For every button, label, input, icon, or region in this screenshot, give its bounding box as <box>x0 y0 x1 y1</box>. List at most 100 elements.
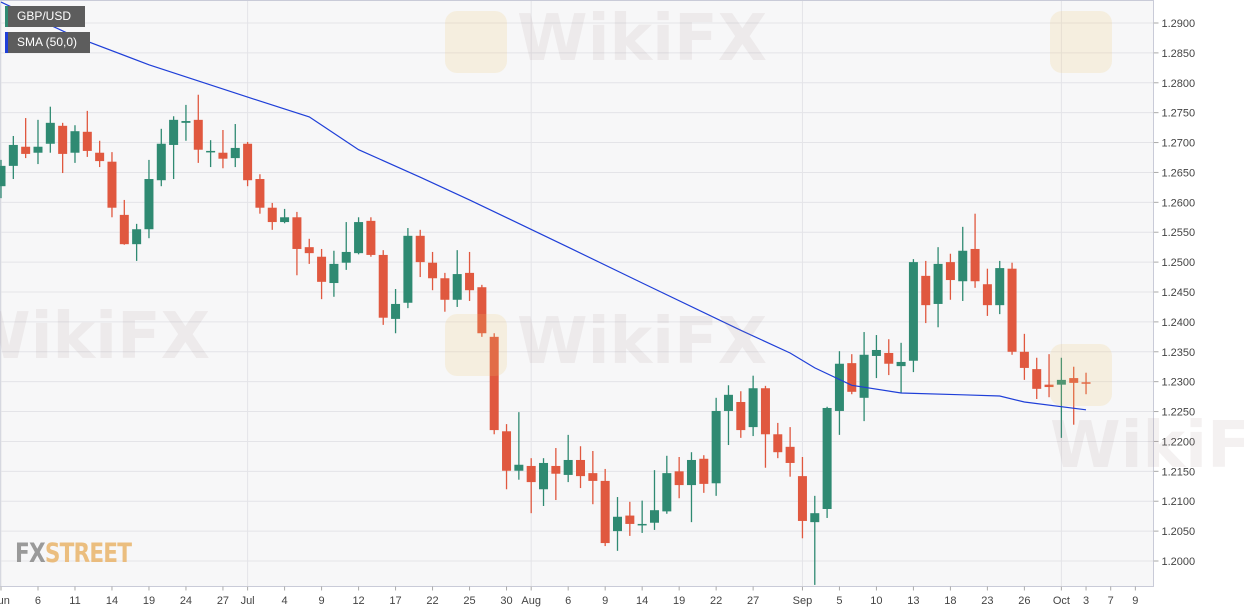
x-tick-label: Jun <box>0 595 10 607</box>
candle <box>699 455 709 493</box>
candle <box>563 434 573 483</box>
candle <box>526 458 536 514</box>
sma-line <box>0 1 1087 411</box>
candle-body <box>33 146 43 153</box>
candle-body <box>539 462 549 490</box>
y-tick-label: 1.2100 <box>1162 496 1196 508</box>
candle <box>230 124 240 168</box>
candle-body <box>8 144 18 166</box>
candle <box>206 140 216 168</box>
legend-sma[interactable]: SMA (50,0) <box>5 32 90 53</box>
candle-body <box>1056 379 1066 385</box>
candle-body <box>193 119 203 150</box>
candle-body <box>341 251 351 263</box>
candle <box>132 223 142 261</box>
candle-body <box>144 179 154 230</box>
candle-body <box>773 434 783 453</box>
y-tick-label: 1.2050 <box>1162 526 1196 538</box>
candle <box>674 456 684 499</box>
candle-body <box>847 363 857 392</box>
candle-body <box>267 207 277 223</box>
candle <box>95 140 105 168</box>
candle <box>1056 357 1066 438</box>
candle-body <box>1007 268 1017 352</box>
candle-body <box>95 152 105 162</box>
x-tick-label: 27 <box>747 595 759 607</box>
candle-body <box>736 401 746 431</box>
candle-body <box>563 459 573 475</box>
candle-body <box>230 147 240 159</box>
candle <box>243 141 253 187</box>
candle <box>452 250 462 307</box>
candle <box>871 335 881 379</box>
candle-body <box>304 247 314 254</box>
candle <box>58 122 68 174</box>
candle <box>280 208 290 224</box>
candle-body <box>797 476 807 521</box>
candle-body <box>107 161 117 208</box>
x-tick-label: 9 <box>1132 595 1138 607</box>
candle <box>921 260 931 324</box>
x-tick-label: 10 <box>870 595 882 607</box>
y-tick-label: 1.2300 <box>1162 377 1196 389</box>
x-tick-label: 13 <box>907 595 919 607</box>
candle <box>686 452 696 523</box>
candle <box>711 397 721 496</box>
candle-body <box>982 284 992 306</box>
y-tick-label: 1.2800 <box>1162 78 1196 90</box>
x-tick-label: 11 <box>69 595 80 607</box>
candle-body <box>896 361 906 367</box>
candle-body <box>391 303 401 319</box>
candle <box>169 116 179 180</box>
candle-body <box>329 263 339 284</box>
candle <box>33 119 43 165</box>
candle <box>292 211 302 276</box>
candle <box>760 385 770 468</box>
candle <box>1019 333 1029 380</box>
legend-instrument[interactable]: GBP/USD <box>5 6 85 27</box>
candle <box>304 238 314 264</box>
candle-body <box>921 275 931 306</box>
candle-body <box>551 465 561 474</box>
candle-body <box>0 165 6 187</box>
y-tick-label: 1.2400 <box>1162 317 1196 329</box>
candle <box>785 427 795 477</box>
candle-body <box>822 407 832 509</box>
x-tick-label: 25 <box>463 595 475 607</box>
candle <box>107 152 117 218</box>
candle <box>366 217 376 257</box>
candle <box>834 351 844 435</box>
candle <box>255 174 265 214</box>
candle-body <box>686 459 696 486</box>
candle-body <box>45 122 55 144</box>
candle <box>144 159 154 239</box>
x-tick-label: Oct <box>1053 595 1070 607</box>
candle <box>958 226 968 301</box>
candle <box>822 406 832 518</box>
candle <box>797 456 807 539</box>
candle <box>267 202 277 230</box>
y-tick-label: 1.2350 <box>1162 347 1196 359</box>
candle <box>539 458 549 507</box>
candle <box>551 448 561 501</box>
candle-body <box>243 143 253 181</box>
x-tick-label: Sep <box>793 595 813 607</box>
x-tick-label: 5 <box>836 595 842 607</box>
candle <box>354 217 364 255</box>
candle <box>625 501 635 536</box>
x-tick-label: 23 <box>981 595 993 607</box>
candle <box>317 248 327 300</box>
candle-body <box>613 516 622 532</box>
candle <box>736 391 746 438</box>
y-tick-label: 1.2500 <box>1162 257 1196 269</box>
candle-body <box>674 471 684 486</box>
candle <box>440 272 450 312</box>
candle <box>8 135 18 180</box>
y-tick-label: 1.2700 <box>1162 138 1196 150</box>
candle-body <box>576 459 586 477</box>
candle-body <box>526 465 536 483</box>
candle-body <box>206 150 216 153</box>
candle-body <box>1019 351 1029 368</box>
candle-body <box>785 446 795 463</box>
candle <box>70 125 80 163</box>
